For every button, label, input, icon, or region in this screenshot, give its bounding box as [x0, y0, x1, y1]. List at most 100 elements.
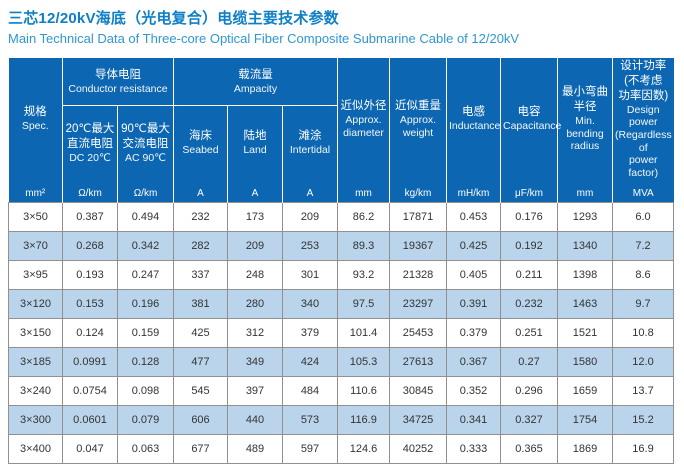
value-cell: 17871 [389, 201, 447, 232]
table-body: 3×50 0.387 0.494 232 173 209 86.2 17871 0.453 0.1… [8, 201, 674, 464]
value-cell: 1340 [557, 230, 613, 261]
value-cell: 0.047 [62, 433, 118, 464]
value-cell: 337 [173, 259, 228, 290]
header-seabed: 海床 Seabed [173, 105, 228, 181]
value-cell: 27613 [389, 346, 447, 377]
header-spec-zh: 规格 [23, 106, 47, 119]
value-cell: 0.128 [117, 346, 174, 377]
unit-cell: Ω/km [62, 180, 118, 203]
spec-cell: 3×400 [8, 433, 63, 464]
value-cell: 0.176 [500, 201, 558, 232]
table-row: 3×95 0.193 0.247 337 248 301 93.2 21328 0.405 0.2… [8, 259, 674, 290]
value-cell: 0.367 [446, 346, 501, 377]
value-cell: 0.247 [117, 259, 174, 290]
value-cell: 312 [227, 317, 283, 348]
value-cell: 0.0991 [62, 346, 118, 377]
value-cell: 397 [227, 375, 283, 406]
page-subtitle: Main Technical Data of Three-core Optica… [8, 31, 520, 46]
value-cell: 0.159 [117, 317, 174, 348]
spec-cell: 3×50 [8, 201, 63, 232]
unit-cell: Ω/km [117, 180, 174, 203]
header-approx-weight: 近似重量 Approx. weight [389, 58, 447, 181]
header-min-bending-radius: 最小弯曲 半径 Min. bending radius [557, 58, 613, 181]
value-cell: 1398 [557, 259, 613, 290]
value-cell: 484 [282, 375, 338, 406]
value-cell: 477 [173, 346, 228, 377]
spec-cell: 3×95 [8, 259, 63, 290]
header-spec: 规格 Spec. [8, 58, 63, 181]
value-cell: 0.341 [446, 404, 501, 435]
header-intertidal: 滩涂 Intertidal [282, 105, 338, 181]
value-cell: 301 [282, 259, 338, 290]
value-cell: 0.453 [446, 201, 501, 232]
table-header: 规格 Spec. 导体电阻 Conductor resistance 载流量 A… [8, 58, 674, 203]
value-cell: 0.098 [117, 375, 174, 406]
unit-cell: A [282, 180, 338, 203]
value-cell: 0.251 [500, 317, 558, 348]
value-cell: 15.2 [612, 404, 674, 435]
value-cell: 282 [173, 230, 228, 261]
value-cell: 0.063 [117, 433, 174, 464]
value-cell: 440 [227, 404, 283, 435]
value-cell: 0.494 [117, 201, 174, 232]
table-row: 3×50 0.387 0.494 232 173 209 86.2 17871 0.453 0.1… [8, 201, 674, 232]
table-row: 3×120 0.153 0.196 381 280 340 97.5 23297 0.391 0.… [8, 288, 674, 319]
header-ampacity: 载流量 Ampacity [173, 58, 338, 106]
value-cell: 7.2 [612, 230, 674, 261]
value-cell: 0.425 [446, 230, 501, 261]
header-approx-diameter: 近似外径 Approx. diameter [337, 58, 390, 181]
value-cell: 0.352 [446, 375, 501, 406]
value-cell: 16.9 [612, 433, 674, 464]
value-cell: 0.268 [62, 230, 118, 261]
unit-cell: mm² [8, 180, 63, 203]
value-cell: 1869 [557, 433, 613, 464]
value-cell: 573 [282, 404, 338, 435]
page-title: 三芯12/20kV海底（光电复合）电缆主要技术参数 [8, 10, 339, 27]
value-cell: 0.391 [446, 288, 501, 319]
unit-cell: kg/km [389, 180, 447, 203]
value-cell: 0.192 [500, 230, 558, 261]
value-cell: 0.387 [62, 201, 118, 232]
value-cell: 209 [227, 230, 283, 261]
value-cell: 101.4 [337, 317, 390, 348]
value-cell: 34725 [389, 404, 447, 435]
value-cell: 0.405 [446, 259, 501, 290]
value-cell: 232 [173, 201, 228, 232]
header-capacitance: 电容 Capacitance [500, 58, 561, 181]
value-cell: 89.3 [337, 230, 390, 261]
value-cell: 0.342 [117, 230, 174, 261]
table-row: 3×300 0.0601 0.079 606 440 573 116.9 34725 0.341… [8, 404, 674, 435]
value-cell: 12.0 [612, 346, 674, 377]
unit-cell: mm [557, 180, 613, 203]
value-cell: 40252 [389, 433, 447, 464]
value-cell: 116.9 [337, 404, 390, 435]
table-row: 3×70 0.268 0.342 282 209 253 89.3 19367 0.425 0.1… [8, 230, 674, 261]
value-cell: 0.153 [62, 288, 118, 319]
value-cell: 606 [173, 404, 228, 435]
value-cell: 0.124 [62, 317, 118, 348]
spec-cell: 3×150 [8, 317, 63, 348]
value-cell: 25453 [389, 317, 447, 348]
unit-cell: mm [337, 180, 390, 203]
units-row: mm² Ω/km Ω/km A A A mm kg/km mH/km μF/km… [8, 180, 674, 203]
value-cell: 1580 [557, 346, 613, 377]
value-cell: 0.27 [500, 346, 558, 377]
value-cell: 379 [282, 317, 338, 348]
value-cell: 0.196 [117, 288, 174, 319]
value-cell: 110.6 [337, 375, 390, 406]
value-cell: 340 [282, 288, 338, 319]
value-cell: 545 [173, 375, 228, 406]
value-cell: 86.2 [337, 201, 390, 232]
value-cell: 0.327 [500, 404, 558, 435]
header-inductance: 电感 Inductance [446, 58, 501, 181]
value-cell: 349 [227, 346, 283, 377]
table-row: 3×240 0.0754 0.098 545 397 484 110.6 30845 0.352… [8, 375, 674, 406]
table-row: 3×185 0.0991 0.128 477 349 424 105.3 27613 0.367… [8, 346, 674, 377]
header-conductor-resistance: 导体电阻 Conductor resistance [62, 58, 174, 106]
value-cell: 6.0 [612, 201, 674, 232]
value-cell: 30845 [389, 375, 447, 406]
value-cell: 8.6 [612, 259, 674, 290]
value-cell: 424 [282, 346, 338, 377]
value-cell: 1521 [557, 317, 613, 348]
